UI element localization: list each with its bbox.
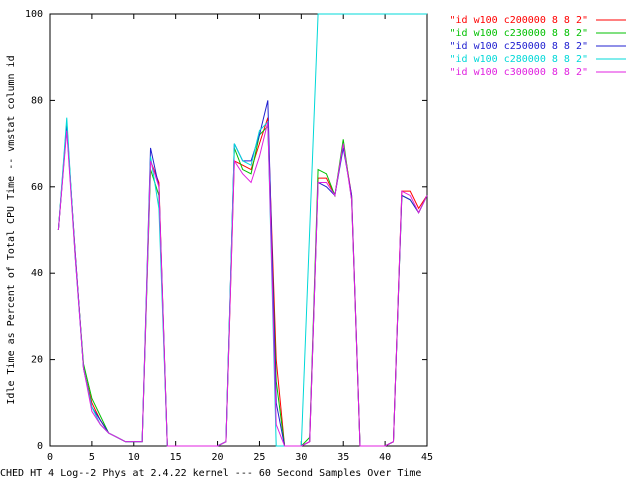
x-tick-label: 5 bbox=[89, 452, 95, 463]
legend-label: "id w100 c250000 8 8 2" bbox=[450, 41, 588, 52]
y-tick-label: 100 bbox=[25, 9, 43, 20]
legend-label: "id w100 c300000 8 8 2" bbox=[450, 67, 588, 78]
y-tick-label: 20 bbox=[31, 355, 43, 366]
plot-frame bbox=[49, 13, 428, 447]
legend-label: "id w100 c230000 8 8 2" bbox=[450, 28, 588, 39]
x-tick-label: 45 bbox=[421, 452, 433, 463]
x-tick-label: 35 bbox=[337, 452, 349, 463]
y-tick-label: 60 bbox=[31, 182, 43, 193]
x-tick-label: 40 bbox=[379, 452, 391, 463]
x-tick-label: 15 bbox=[170, 452, 182, 463]
x-tick-label: 20 bbox=[212, 452, 224, 463]
y-tick-label: 0 bbox=[37, 441, 43, 452]
x-tick-label: 0 bbox=[47, 452, 53, 463]
x-tick-label: 30 bbox=[295, 452, 307, 463]
y-tick-label: 40 bbox=[31, 268, 43, 279]
legend-label: "id w100 c200000 8 8 2" bbox=[450, 15, 588, 26]
legend-label: "id w100 c280000 8 8 2" bbox=[450, 54, 588, 65]
y-tick-label: 80 bbox=[31, 95, 43, 106]
x-tick-label: 10 bbox=[128, 452, 140, 463]
data-line bbox=[57, 121, 428, 447]
x-tick-label: 25 bbox=[253, 452, 265, 463]
x-axis-label: CHED HT 4 Log--2 Phys at 2.4.22 kernel -… bbox=[0, 468, 421, 479]
y-axis-label: Idle Time as Percent of Total CPU Time -… bbox=[6, 55, 17, 404]
